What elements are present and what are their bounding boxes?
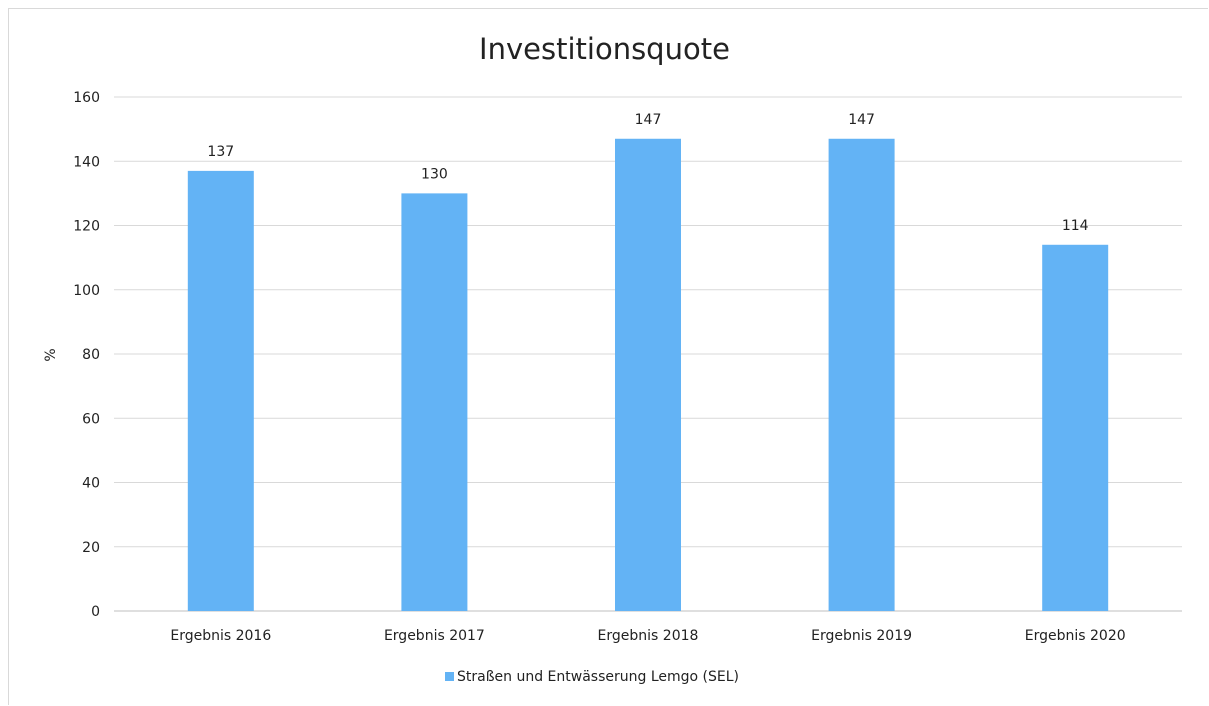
bar: [615, 138, 681, 611]
bar: [401, 193, 468, 611]
y-tick-label: 20: [82, 540, 100, 556]
y-tick-label: 120: [73, 219, 100, 235]
x-tick-label: Ergebnis 2018: [598, 628, 699, 644]
y-tick-label: 40: [82, 476, 100, 492]
legend-label: Straßen und Entwässerung Lemgo (SEL): [457, 669, 739, 685]
bar: [187, 170, 254, 611]
y-tick-label: 80: [82, 347, 100, 363]
bars: [187, 138, 1109, 611]
chart-title: Investitionsquote: [479, 32, 730, 66]
y-tick-label: 160: [73, 90, 100, 106]
y-tick-label: 100: [73, 283, 100, 299]
data-label: 147: [635, 112, 662, 128]
x-tick-label: Ergebnis 2016: [170, 628, 271, 644]
x-tick-label: Ergebnis 2020: [1025, 628, 1126, 644]
data-label: 137: [207, 144, 234, 160]
y-tick-label: 60: [82, 411, 100, 427]
y-tick-label: 0: [91, 604, 100, 620]
y-axis-label: %: [43, 348, 59, 361]
data-label: 114: [1062, 218, 1089, 234]
x-tick-label: Ergebnis 2017: [384, 628, 485, 644]
y-tick-label: 140: [73, 154, 100, 170]
bar: [1042, 244, 1109, 611]
y-axis-ticks: 0 20 40 60 80 100 120 140 160: [73, 90, 100, 620]
bar: [828, 138, 895, 611]
chart-frame: [8, 8, 1208, 705]
data-label: 130: [421, 166, 448, 182]
legend: Straßen und Entwässerung Lemgo (SEL): [445, 669, 739, 685]
legend-swatch: [445, 672, 454, 681]
x-axis-ticks: Ergebnis 2016 Ergebnis 2017 Ergebnis 2018 E…: [170, 628, 1125, 644]
x-tick-label: Ergebnis 2019: [811, 628, 912, 644]
data-labels: 137 130 147 147 114: [207, 112, 1088, 234]
data-label: 147: [848, 112, 875, 128]
